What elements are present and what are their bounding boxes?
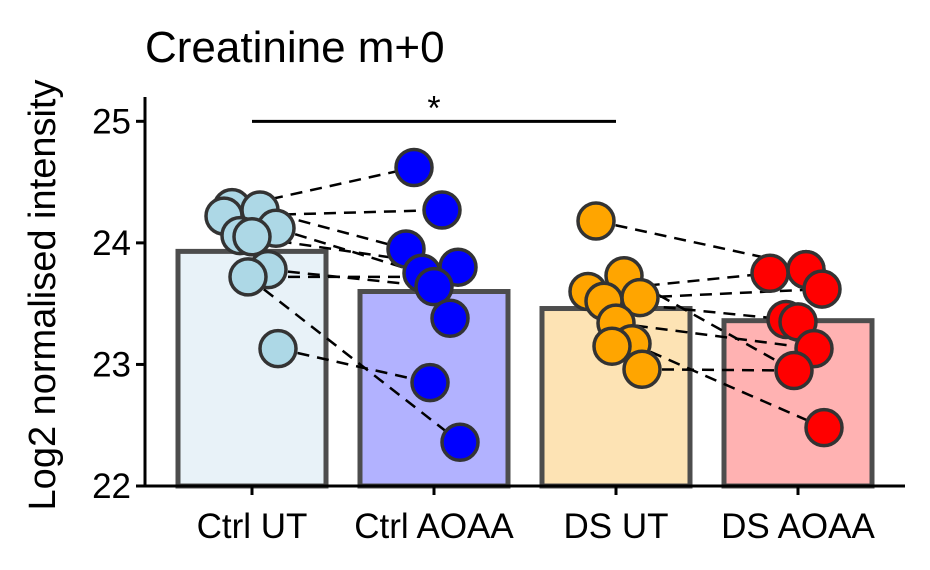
pair-line-16 [641, 368, 795, 372]
point-1-7 [410, 362, 450, 403]
x-tick-label-1: Ctrl AOAA [354, 507, 514, 546]
pair-line-8 [277, 347, 431, 384]
point-1-0 [394, 147, 434, 188]
x-tick-label-3: DS AOAA [721, 507, 875, 546]
axes-layer: 22 23 24 25 Ctrl UT Ctrl AOAA DS UT DS AOAA [92, 97, 905, 546]
point-3-7 [774, 350, 814, 391]
point-0-8 [258, 328, 298, 369]
point-0-7 [228, 257, 268, 297]
y-axis-label: Log2 normalised intensity [22, 80, 64, 511]
x-tick-label-0: Ctrl UT [197, 507, 308, 546]
point-0-5 [232, 217, 272, 257]
point-2-7 [592, 326, 632, 366]
point-1-1 [422, 190, 462, 230]
chart-title: Creatinine m+0 [145, 23, 445, 72]
point-3-8 [804, 407, 844, 448]
points-layer [204, 147, 844, 462]
point-2-8 [622, 349, 662, 390]
pair-line-9 [595, 219, 799, 266]
y-tick-label-0: 22 [92, 467, 131, 506]
bar-3 [721, 318, 875, 489]
point-1-6 [430, 298, 470, 338]
point-3-2 [750, 253, 790, 294]
y-tick-label-3: 25 [92, 102, 131, 141]
pair-line-2 [223, 208, 443, 218]
significance-label: * [427, 89, 440, 127]
point-2-0 [576, 201, 616, 241]
pair-line-12 [639, 287, 823, 299]
pair-line-14 [615, 321, 815, 350]
pair-line-10 [623, 274, 795, 372]
pair-line-7 [247, 275, 461, 444]
significance-layer: * [252, 89, 616, 127]
x-tick-label-2: DS UT [564, 507, 669, 546]
point-3-3 [802, 269, 842, 309]
y-tick-label-1: 23 [92, 345, 131, 384]
point-1-5 [414, 266, 454, 307]
point-1-8 [440, 422, 480, 462]
pair-line-15 [631, 342, 825, 429]
y-tick-label-2: 24 [92, 224, 131, 263]
